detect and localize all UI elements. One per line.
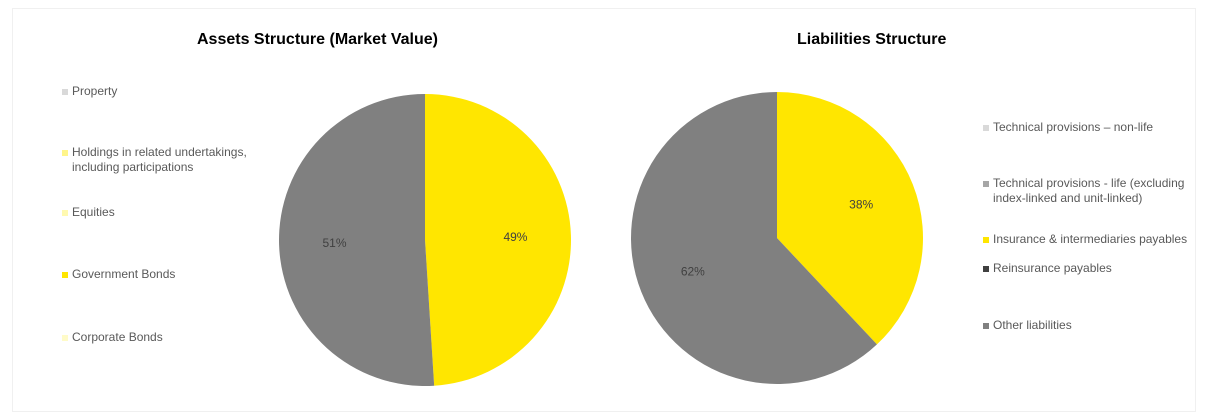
legend-swatch — [62, 89, 68, 95]
legend-label: Holdings in related undertakings, includ… — [72, 145, 247, 174]
legend-0-item-4: Corporate Bonds — [62, 330, 252, 345]
legend-label: Other liabilities — [993, 318, 1072, 332]
pie-0-slice-0 — [425, 94, 572, 386]
assets-chart-title: Assets Structure (Market Value) — [197, 31, 438, 48]
legend-label: Insurance & intermediaries payables — [993, 232, 1188, 246]
legend-swatch — [983, 181, 989, 187]
legend-label: Equities — [72, 205, 115, 219]
pie-1-slice-0 — [777, 92, 923, 345]
legend-1-item-1: Technical provisions - life (excluding i… — [983, 176, 1188, 206]
legend-swatch — [62, 335, 68, 341]
legend-label: Technical provisions – non-life — [993, 120, 1154, 134]
pie-0-slice-1 — [279, 94, 435, 386]
pie-0-data-label-1: 51% — [323, 236, 347, 250]
pie-1-data-label-0: 38% — [849, 198, 873, 212]
pie-0-data-label-0: 49% — [503, 230, 527, 244]
pie-1-data-label-1: 62% — [681, 264, 705, 278]
legend-swatch — [983, 237, 989, 243]
legend-swatch — [983, 323, 989, 329]
legend-label: Property — [72, 84, 118, 98]
legend-1-item-2: Insurance & intermediaries payables — [983, 232, 1188, 247]
legend-1-item-4: Other liabilities — [983, 318, 1188, 333]
liabilities-chart-title: Liabilities Structure — [797, 31, 947, 48]
legend-swatch — [62, 272, 68, 278]
legend-swatch — [62, 150, 68, 156]
chart-frame — [12, 8, 1196, 412]
legend-0-item-1: Holdings in related undertakings, includ… — [62, 145, 252, 175]
legend-label: Reinsurance payables — [993, 261, 1112, 275]
legend-1-item-0: Technical provisions – non-life — [983, 120, 1188, 135]
pie-1-slice-1 — [630, 92, 877, 384]
legend-swatch — [983, 125, 989, 131]
legend-0-item-3: Government Bonds — [62, 267, 252, 282]
legend-label: Technical provisions - life (excluding i… — [993, 176, 1185, 205]
legend-0-item-2: Equities — [62, 205, 252, 220]
legend-label: Government Bonds — [72, 267, 176, 281]
legend-swatch — [983, 266, 989, 272]
legend-label: Corporate Bonds — [72, 330, 163, 344]
legend-0-item-0: Property — [62, 84, 252, 99]
legend-swatch — [62, 210, 68, 216]
legend-1-item-3: Reinsurance payables — [983, 261, 1188, 276]
